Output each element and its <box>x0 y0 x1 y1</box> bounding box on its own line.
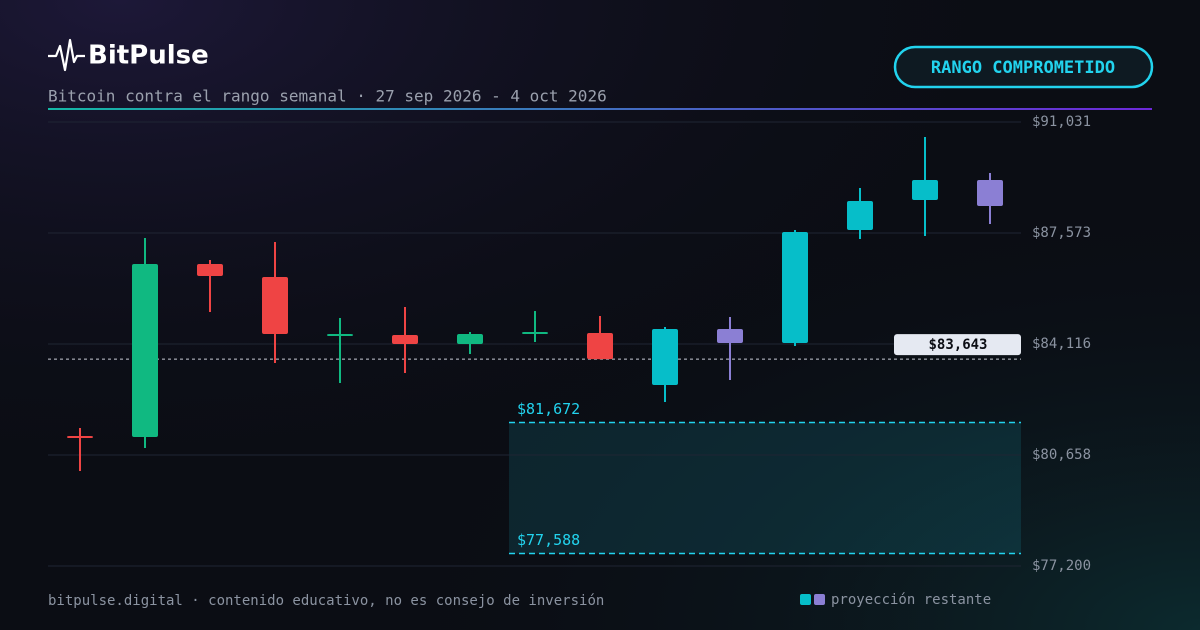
footer: bitpulse.digital · contenido educativo, … <box>48 593 604 609</box>
candle-body <box>912 180 938 201</box>
range-zone <box>509 422 1021 554</box>
candle-body <box>457 334 483 344</box>
legend-label: proyección restante <box>831 592 991 608</box>
candle-body <box>327 334 353 337</box>
candle-body <box>392 334 418 344</box>
candle-body <box>977 180 1003 207</box>
candle-body <box>717 328 743 343</box>
legend-swatch <box>814 594 825 605</box>
y-tick-label: $84,116 <box>1032 336 1091 352</box>
candle-body <box>197 263 223 276</box>
legend-swatch <box>800 594 811 605</box>
y-tick-label: $87,573 <box>1032 225 1091 241</box>
candle-body <box>652 328 678 386</box>
candle-body <box>67 435 93 439</box>
candle-body <box>132 263 158 438</box>
y-tick-label: $77,200 <box>1032 558 1091 574</box>
range-label: $77,588 <box>517 531 580 549</box>
badge <box>893 45 1154 89</box>
candle-body <box>847 201 873 230</box>
range-label: $81,672 <box>517 400 580 418</box>
candle-body <box>782 232 808 343</box>
y-tick-label: $91,031 <box>1032 114 1091 130</box>
header-rule <box>48 108 1152 110</box>
current-price-tag <box>894 334 1021 356</box>
brand-icon <box>48 38 85 72</box>
candle-body <box>262 276 288 335</box>
current-price-label: $83,643 <box>928 337 987 353</box>
subtitle: Bitcoin contra el rango semanal · 27 sep… <box>48 87 607 106</box>
y-tick-label: $80,658 <box>1032 447 1091 463</box>
candle-body <box>587 333 613 360</box>
badge-text: RANGO COMPROMETIDO <box>931 58 1115 78</box>
candle-body <box>522 332 548 335</box>
brand: BitPulse <box>88 41 209 71</box>
